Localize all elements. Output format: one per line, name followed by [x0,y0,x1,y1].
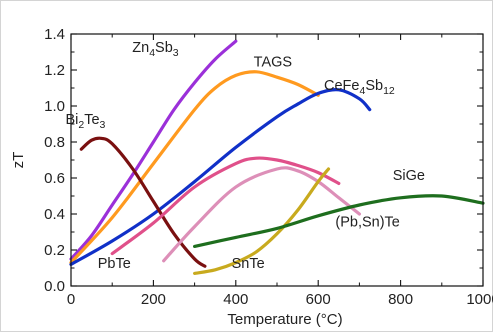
x-axis-title: Temperature (°C) [227,311,342,328]
x-tick-label: 200 [141,291,166,308]
x-tick-label: 600 [306,291,331,308]
series-line-bi2te3 [79,136,207,268]
y-tick-label: 0.6 [44,170,65,187]
series-line-tags [69,70,320,265]
y-tick-label: 0.2 [44,242,65,259]
series-layer [69,39,485,275]
series-line-cefe4sb12 [69,87,372,266]
y-tick-label: 1.2 [44,62,65,79]
y-tick-label: 0.0 [44,278,65,295]
y-tick-label: 1.4 [44,26,65,43]
x-tick-label: 800 [388,291,413,308]
y-tick-label: 0.4 [44,206,65,223]
x-tick-label: 400 [223,291,248,308]
series-label-bi2te3: Bi2Te3 [65,112,105,131]
x-tick-label: 0 [67,291,75,308]
series-label-pbte: PbTe [98,256,131,272]
series-labels: Zn4Sb3 TAGS CeFe4Sb12 Bi2Te3 PbTe SnTe SiGe (Pb… [65,40,425,272]
series-label-zn4sb3: Zn4Sb3 [132,40,179,59]
series-line-pb-sn-te [162,166,361,263]
y-tick-label: 0.8 [44,134,65,151]
series-label-cefe4sb12: CeFe4Sb12 [324,78,395,97]
series-label-snte: SnTe [232,256,265,272]
y-axis-title: zT [10,152,27,169]
series-line-pbte [110,156,341,256]
series-line-zn4sb3 [69,39,238,261]
series-label-pb-sn-te: (Pb,Sn)Te [335,215,399,231]
series-label-sige: SiGe [393,168,425,184]
series-label-tags: TAGS [254,54,292,70]
series-line-sige [193,194,485,248]
series-line-snte [193,167,331,275]
y-tick-label: 1.0 [44,98,65,115]
